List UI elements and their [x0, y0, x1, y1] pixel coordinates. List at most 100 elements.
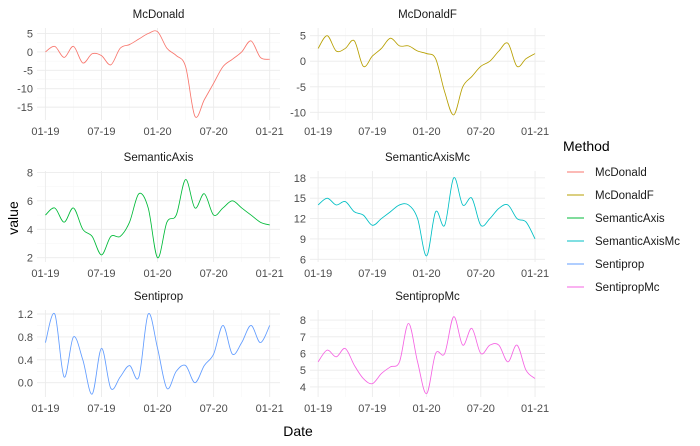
x-tick-label: 07-20	[200, 268, 228, 280]
data-point-sentipropmc	[434, 352, 436, 354]
data-point-mcdonaldf	[380, 47, 382, 49]
data-point-sentiprop	[269, 324, 271, 326]
data-point-mcdonald	[72, 45, 74, 47]
data-point-semanticaxis	[240, 207, 242, 209]
data-point-semanticaxis	[194, 207, 196, 209]
data-point-semanticaxismc	[317, 204, 319, 206]
data-point-mcdonald	[269, 58, 271, 60]
data-point-sentipropmc	[389, 366, 391, 368]
x-tick-label: 01-21	[256, 403, 284, 415]
legend-label: SemanticAxisMc	[595, 236, 680, 248]
data-point-mcdonaldf	[317, 47, 319, 49]
x-tick-label: 01-21	[521, 126, 549, 138]
data-point-mcdonaldf	[434, 57, 436, 59]
data-point-sentiprop	[54, 313, 56, 315]
data-point-mcdonaldf	[534, 52, 536, 54]
data-point-mcdonaldf	[462, 86, 464, 88]
legend-item-semanticaxis: SemanticAxis	[567, 213, 665, 225]
data-point-mcdonald	[110, 64, 112, 66]
data-point-semanticaxismc	[471, 197, 473, 199]
y-tick-label: 18	[294, 173, 306, 185]
data-point-sentiprop	[82, 359, 84, 361]
x-tick-label: 01-19	[304, 126, 332, 138]
x-tick-label: 07-19	[87, 403, 115, 415]
data-point-mcdonald	[119, 47, 121, 49]
facet-title: Sentiprop	[134, 291, 183, 303]
legend-item-sentiprop: Sentiprop	[567, 259, 644, 271]
x-tick-label: 01-20	[413, 126, 441, 138]
data-point-sentipropmc	[534, 377, 536, 379]
y-tick-label: 12	[294, 214, 306, 226]
y-tick-label: 0	[300, 56, 306, 68]
data-point-mcdonald	[156, 30, 158, 32]
data-point-semanticaxis	[147, 207, 149, 209]
series-line-mcdonald	[45, 30, 270, 118]
data-point-sentipropmc	[453, 315, 455, 317]
data-point-semanticaxis	[54, 207, 56, 209]
data-point-semanticaxis	[72, 207, 74, 209]
data-point-mcdonaldf	[507, 42, 509, 44]
data-point-mcdonald	[91, 53, 93, 55]
data-point-sentipropmc	[335, 356, 337, 358]
data-point-semanticaxismc	[389, 211, 391, 213]
x-tick-label: 01-19	[304, 268, 332, 280]
y-tick-label: 9	[300, 234, 306, 246]
data-point-semanticaxis	[184, 178, 186, 180]
data-point-mcdonald	[203, 99, 205, 101]
y-tick-label: 15	[294, 193, 306, 205]
data-point-semanticaxismc	[534, 238, 536, 240]
y-tick-label: -10	[17, 84, 33, 96]
data-point-semanticaxis	[166, 221, 168, 223]
legend-label: McDonald	[595, 167, 647, 179]
y-tick-label: 1.2	[18, 309, 33, 321]
data-point-mcdonald	[166, 47, 168, 49]
data-point-mcdonaldf	[326, 34, 328, 36]
data-point-mcdonald	[54, 45, 56, 47]
data-point-semanticaxismc	[516, 217, 518, 219]
data-point-semanticaxismc	[344, 200, 346, 202]
data-point-semanticaxismc	[453, 177, 455, 179]
x-tick-label: 07-19	[358, 403, 386, 415]
data-point-sentiprop	[194, 381, 196, 383]
data-point-semanticaxis	[269, 224, 271, 226]
data-point-semanticaxismc	[326, 197, 328, 199]
data-point-sentipropmc	[443, 352, 445, 354]
data-point-sentiprop	[138, 376, 140, 378]
data-point-semanticaxis	[100, 254, 102, 256]
data-point-semanticaxis	[138, 193, 140, 195]
data-point-sentiprop	[250, 324, 252, 326]
facet-title: McDonaldF	[398, 9, 457, 21]
data-point-semanticaxismc	[362, 214, 364, 216]
x-tick-label: 07-19	[87, 126, 115, 138]
data-point-sentiprop	[166, 387, 168, 389]
y-tick-label: 8	[27, 167, 33, 179]
y-tick-label: 0	[27, 47, 33, 59]
x-tick-label: 01-20	[143, 126, 171, 138]
legend-item-semanticaxismc: SemanticAxisMc	[567, 236, 680, 248]
data-point-sentiprop	[259, 341, 261, 343]
data-point-mcdonaldf	[443, 91, 445, 93]
data-point-sentiprop	[147, 313, 149, 315]
x-tick-label: 01-20	[143, 403, 171, 415]
data-point-mcdonald	[63, 56, 65, 58]
y-tick-label: -15	[17, 102, 33, 114]
data-point-semanticaxis	[250, 214, 252, 216]
x-tick-label: 07-19	[87, 268, 115, 280]
y-tick-label: 5	[300, 31, 306, 43]
x-tick-label: 07-20	[467, 126, 495, 138]
data-point-sentiprop	[156, 347, 158, 349]
data-point-semanticaxis	[44, 214, 46, 216]
series-line-semanticaxismc	[317, 177, 536, 257]
data-point-sentipropmc	[416, 361, 418, 363]
data-point-semanticaxis	[259, 221, 261, 223]
data-point-mcdonald	[147, 32, 149, 34]
y-tick-label: 5	[27, 29, 33, 41]
data-point-sentipropmc	[516, 344, 518, 346]
y-tick-label: 5	[300, 365, 306, 377]
data-point-mcdonald	[259, 56, 261, 58]
x-tick-label: 01-19	[304, 403, 332, 415]
x-tick-label: 01-21	[521, 403, 549, 415]
data-point-mcdonaldf	[416, 50, 418, 52]
data-point-sentiprop	[231, 353, 233, 355]
x-tick-label: 01-21	[521, 268, 549, 280]
